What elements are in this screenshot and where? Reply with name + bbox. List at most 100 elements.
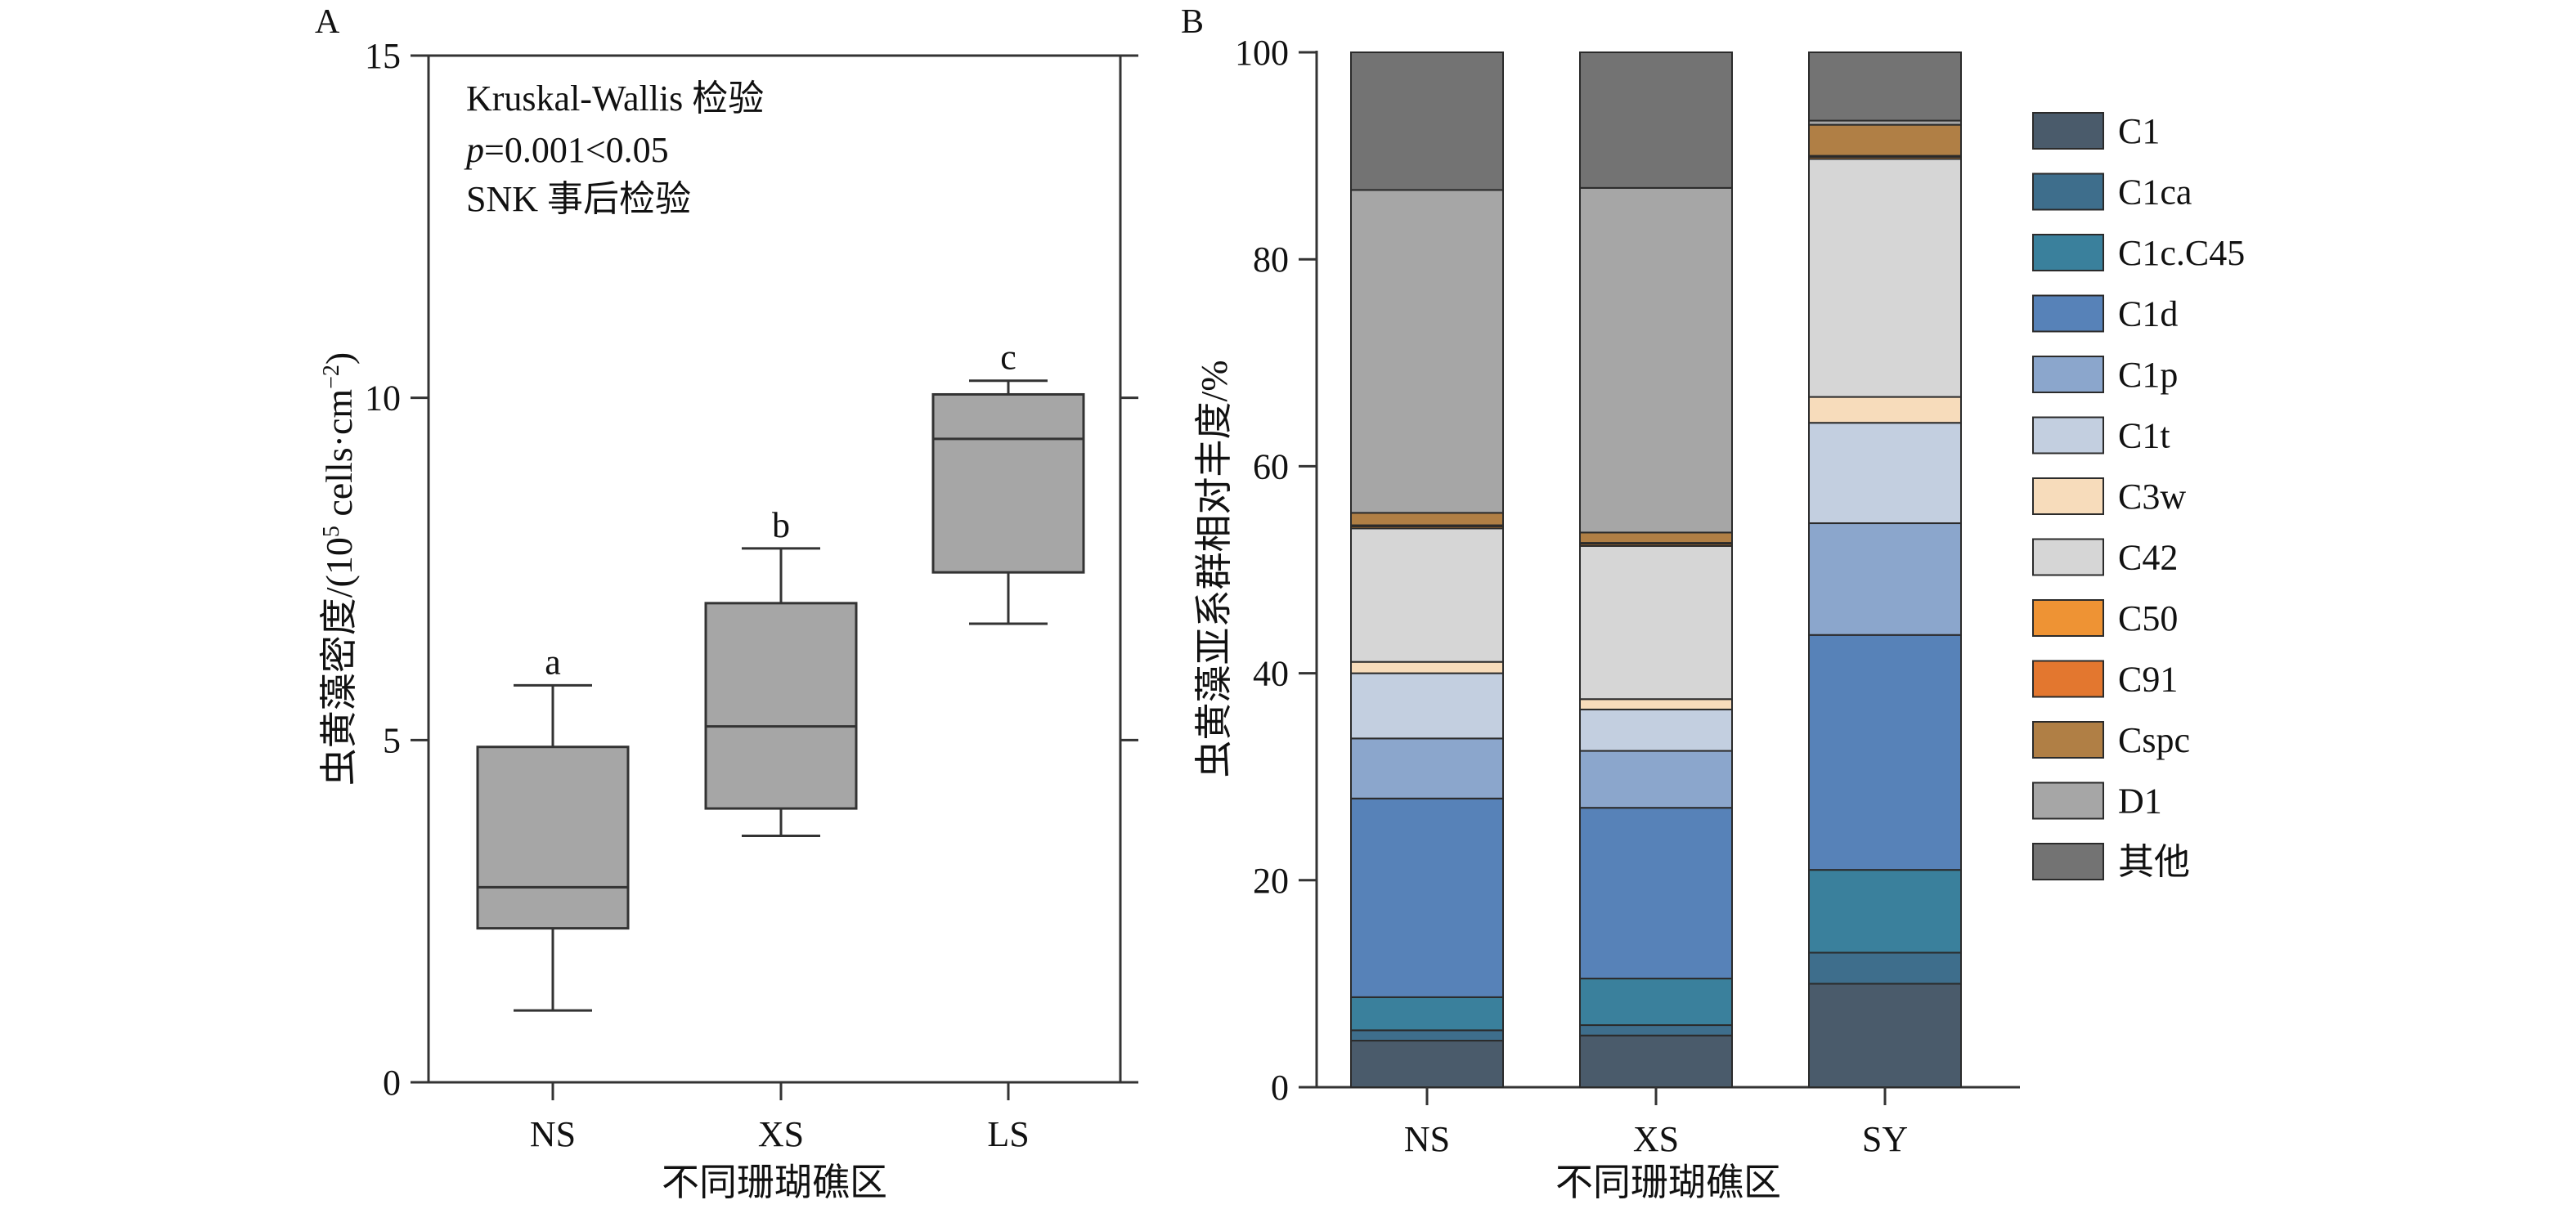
panel-a-ytick-label: 0 <box>383 1063 401 1103</box>
panel-b-ylabel: 虫黄藻亚系群相对丰度/% <box>1193 360 1235 777</box>
bar-segment <box>1808 983 1962 1089</box>
panel-a-xtick-label: XS <box>758 1114 804 1154</box>
bar-segment <box>1808 123 1962 157</box>
bar-segment <box>1350 189 1504 514</box>
bar-segment <box>1808 396 1962 424</box>
annotation-p-italic: p <box>464 130 484 170</box>
bar-segment <box>1579 807 1733 980</box>
panel-b-label: B <box>1181 3 1204 41</box>
bar-segment <box>1350 737 1504 799</box>
legend-label: C91 <box>2118 660 2178 700</box>
box-LS: c <box>931 338 1085 625</box>
bar-segment <box>1579 531 1733 544</box>
significance-letter: c <box>1000 338 1016 378</box>
legend-label: Cspc <box>2118 720 2190 760</box>
significance-letter: b <box>772 505 790 545</box>
panel-a-label: A <box>315 3 340 41</box>
iqr-box <box>704 602 858 810</box>
panel-b-xtick-label: XS <box>1633 1119 1679 1159</box>
panel-a-ytick-label: 15 <box>365 36 401 76</box>
bar-segment <box>1579 51 1733 189</box>
panel-a-xtick-label: LS <box>987 1114 1029 1154</box>
legend-swatch <box>2032 356 2104 393</box>
bar-segment <box>1579 1034 1733 1088</box>
bar-segment <box>1350 797 1504 998</box>
legend-label: D1 <box>2118 781 2162 822</box>
legend-label: C3w <box>2118 477 2186 517</box>
legend-label: C1t <box>2118 416 2170 456</box>
legend-swatch <box>2032 721 2104 759</box>
bar-segment <box>1350 672 1504 740</box>
legend-swatch <box>2032 294 2104 333</box>
bar-segment <box>1350 527 1504 663</box>
legend-label: C1p <box>2118 355 2178 395</box>
stacked-bar-SY <box>1808 51 1962 1089</box>
bar-segment <box>1579 186 1733 534</box>
bar-segment <box>1808 158 1962 398</box>
panel-b-ytick-label: 60 <box>1253 446 1289 486</box>
legend-swatch <box>2032 538 2104 576</box>
bar-segment <box>1808 634 1962 871</box>
legend-swatch <box>2032 660 2104 698</box>
bar-segment <box>1350 660 1504 674</box>
panel-b-ytick-label: 100 <box>1235 33 1289 73</box>
bar-segment <box>1579 978 1733 1027</box>
legend-label: 其他 <box>2118 842 2190 882</box>
legend-swatch <box>2032 416 2104 455</box>
bar-segment <box>1808 51 1962 122</box>
legend-swatch <box>2032 112 2104 150</box>
legend-label: C1c.C45 <box>2118 233 2245 273</box>
box-XS: b <box>704 505 858 838</box>
stacked-bar-XS <box>1579 51 1733 1088</box>
panel-b-xtick-label: NS <box>1404 1119 1450 1159</box>
bar-segment <box>1350 512 1504 526</box>
panel-b-ytick-label: 40 <box>1253 654 1289 694</box>
legend-label: C42 <box>2118 538 2178 578</box>
panel-a-ytick-label: 5 <box>383 720 401 760</box>
legend-swatch <box>2032 781 2104 820</box>
bar-segment <box>1579 698 1733 710</box>
ylabel-a-sup1: 5 <box>319 526 344 537</box>
panel-b-xlabel: 不同珊瑚礁区 <box>1555 1162 1781 1203</box>
legend-label: C1 <box>2118 111 2160 151</box>
bar-segment <box>1350 1040 1504 1089</box>
legend-swatch <box>2032 477 2104 515</box>
bar-segment <box>1579 750 1733 809</box>
panel-a-frame <box>427 54 1122 1084</box>
legend-label: C1ca <box>2118 172 2192 213</box>
panel-b-ytick-label: 80 <box>1253 240 1289 280</box>
panel-b-ytick-label: 20 <box>1253 861 1289 901</box>
panel-a-annotation: Kruskal-Wallis 检验 p=0.001<0.05 SNK 事后检验 <box>464 78 764 219</box>
bar-segment <box>1350 996 1504 1032</box>
annotation-line3: SNK 事后检验 <box>466 179 691 219</box>
box-NS: a <box>476 642 630 1012</box>
legend-label: C1d <box>2118 294 2178 334</box>
bar-segment <box>1808 869 1962 954</box>
panel-a-ylabel: 虫黄藻密度/(105 cells·cm−2) <box>318 352 360 786</box>
legend-swatch <box>2032 172 2104 211</box>
annotation-line2: p=0.001<0.05 <box>464 130 669 170</box>
bar-segment <box>1350 51 1504 191</box>
ylabel-a-mid: cells·cm <box>318 389 360 526</box>
panel-b-ytick-label: 0 <box>1271 1068 1289 1108</box>
bar-segment <box>1808 522 1962 636</box>
bar-segment <box>1579 544 1733 701</box>
legend-swatch <box>2032 599 2104 637</box>
panel-a-xtick-label: NS <box>530 1114 576 1154</box>
annotation-line1: Kruskal-Wallis 检验 <box>466 78 764 119</box>
significance-letter: a <box>545 642 561 682</box>
bar-segment <box>1579 708 1733 752</box>
bar-segment <box>1808 422 1962 525</box>
legend-swatch <box>2032 234 2104 271</box>
legend-label: C50 <box>2118 598 2178 638</box>
panel-a-xlabel: 不同珊瑚礁区 <box>662 1162 887 1203</box>
panel-a-ytick-label: 10 <box>365 378 401 419</box>
panel-b-stacked-bar: B 0 20 40 60 80 100 NS XS SY 不同珊瑚礁区 虫黄藻亚系群相对丰度/… <box>1181 3 2245 1203</box>
bar-segment <box>1579 1024 1733 1037</box>
bar-segment <box>1808 952 1962 985</box>
ylabel-a-main: 虫黄藻密度/(10 <box>318 537 360 786</box>
iqr-box <box>931 392 1085 574</box>
panel-b-xtick-label: SY <box>1862 1119 1908 1159</box>
